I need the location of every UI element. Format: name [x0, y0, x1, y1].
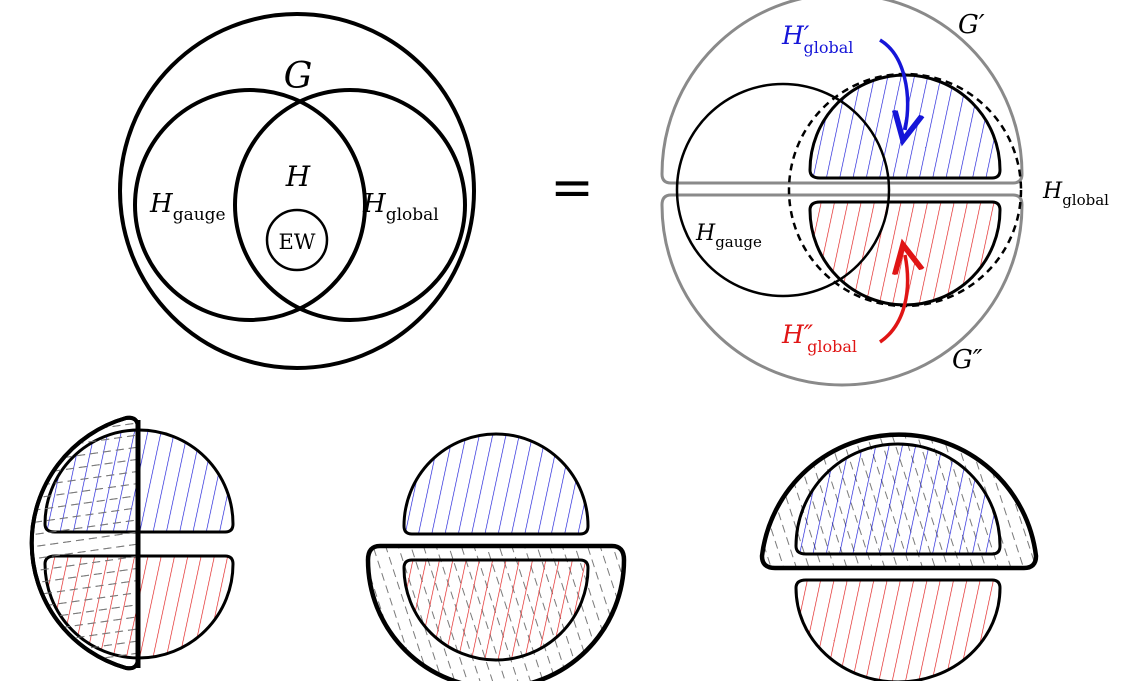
label-ew: EW	[279, 230, 316, 254]
bottom-left-subgroup	[29, 415, 235, 671]
bottom-middle-subgroup	[365, 432, 627, 681]
label-h-global: Hglobal	[362, 189, 439, 225]
red-arrow	[878, 255, 908, 344]
g-double-prime-outline	[660, 193, 1024, 387]
red-half-bottom-right	[794, 578, 1002, 681]
label-g-double-prime: G″	[952, 345, 983, 375]
venn-diagram-g: G H EW Hgauge Hglobal	[118, 12, 476, 370]
equals-sign: =	[550, 158, 594, 218]
h-gauge-circle	[133, 88, 367, 322]
label-g-prime: G′	[958, 10, 985, 40]
label-h-global-prime: H′global	[781, 21, 853, 57]
label-h: H	[285, 160, 311, 193]
bottom-right-subgroup	[759, 432, 1039, 681]
label-h-gauge-right: Hgauge	[695, 221, 762, 251]
blue-half-bottom-right	[794, 442, 1002, 556]
blue-arrow	[879, 38, 908, 130]
g-prime-outline	[660, 0, 1024, 185]
label-h-global-double-prime: H″global	[781, 320, 857, 356]
ew-circle	[265, 208, 329, 272]
label-h-global-right: Hglobal	[1042, 179, 1109, 209]
red-half-bottom-middle	[402, 558, 590, 662]
label-h-gauge: Hgauge	[149, 189, 226, 225]
g-outer-circle	[118, 12, 476, 370]
decomposition-diagram: G′ G″ H′global H″global Hglobal Hgauge	[660, 0, 1109, 387]
h-gauge-circle-right	[675, 82, 891, 298]
h-global-circle	[233, 88, 467, 322]
label-g: G	[284, 56, 313, 97]
h-global-double-prime-region	[808, 200, 1002, 307]
blue-half-bottom-middle	[402, 432, 590, 536]
gauge-left-region-overlay	[29, 415, 140, 671]
